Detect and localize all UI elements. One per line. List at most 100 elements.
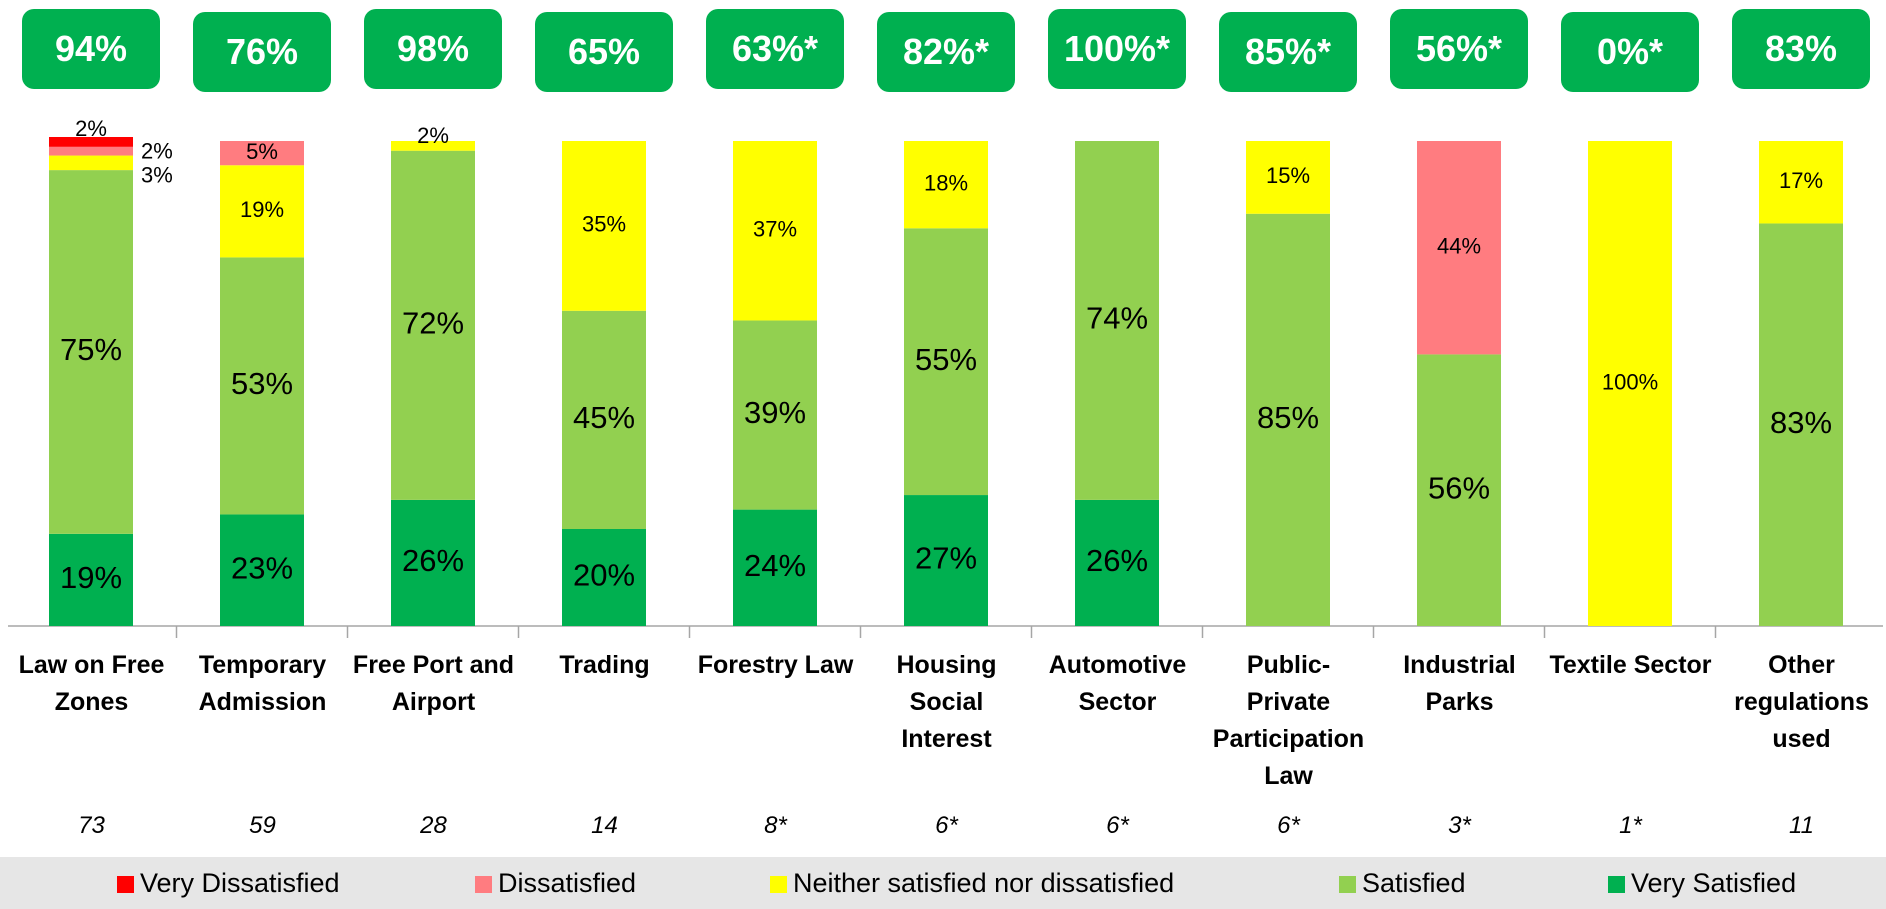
legend-label: Dissatisfied <box>498 868 637 898</box>
sample-size: 1* <box>1619 812 1642 839</box>
bar-segment <box>220 141 304 166</box>
x-tick-label: Industrial Parks <box>1403 651 1516 716</box>
legend-swatch <box>770 876 787 893</box>
value-label: 72% <box>402 305 464 340</box>
x-tick-label: Law on Free Zones <box>18 651 165 716</box>
value-label: 19% <box>240 197 284 222</box>
badge: 63%* <box>706 9 844 89</box>
value-label: 83% <box>1770 405 1832 440</box>
value-label: 2% <box>417 123 449 148</box>
value-label: 23% <box>231 550 293 585</box>
value-label: 27% <box>915 541 977 576</box>
value-label: 56% <box>1428 470 1490 505</box>
bar-segment <box>904 495 988 626</box>
sample-size: 6* <box>1106 812 1129 839</box>
bar-segment <box>1075 141 1159 500</box>
bar-segment <box>562 141 646 311</box>
value-label: 19% <box>60 560 122 595</box>
x-tick-label: Free Port and Airport <box>352 651 515 716</box>
badge: 100%* <box>1048 9 1186 89</box>
bar-segment <box>733 509 817 626</box>
bar-segment <box>1759 141 1843 224</box>
badge: 98% <box>364 9 502 89</box>
value-label: 45% <box>573 400 635 435</box>
legend-label: Satisfied <box>1362 868 1466 898</box>
x-tick-label: Automotive Sector <box>1048 651 1187 716</box>
sample-size: 3* <box>1448 812 1471 839</box>
sample-size: 6* <box>1277 812 1300 839</box>
badge: 83% <box>1732 9 1870 89</box>
legend-item: Very Satisfied <box>1608 857 1796 909</box>
badge: 56%* <box>1390 9 1528 89</box>
bar-segment <box>391 150 475 500</box>
x-tick-label: Trading <box>559 651 650 679</box>
x-tick-label: Other regulations used <box>1734 651 1869 753</box>
x-tick-label: Textile Sector <box>1549 651 1712 679</box>
legend-label: Very Dissatisfied <box>140 868 340 898</box>
x-tick-label: Temporary Admission <box>198 651 327 716</box>
value-label: 17% <box>1779 168 1823 193</box>
badge: 94% <box>22 9 160 89</box>
bar-segment <box>1246 141 1330 214</box>
bar-segment <box>1417 141 1501 355</box>
sample-size: 8* <box>764 812 787 839</box>
legend-item: Neither satisfied nor dissatisfied <box>770 857 1174 909</box>
value-label: 24% <box>744 548 806 583</box>
sample-size: 14 <box>591 812 618 839</box>
legend: Very Dissatisfied Dissatisfied Neither sat… <box>0 857 1886 909</box>
legend-swatch <box>1608 876 1625 893</box>
value-label: 75% <box>60 332 122 367</box>
value-label: 39% <box>744 395 806 430</box>
value-label: 44% <box>1437 234 1481 259</box>
value-label: 53% <box>231 366 293 401</box>
sample-size: 6* <box>935 812 958 839</box>
bar-segment <box>1246 213 1330 626</box>
value-label: 26% <box>402 543 464 578</box>
bar-segment <box>49 155 133 171</box>
value-label: 2% <box>141 139 173 164</box>
bar-segment <box>220 257 304 515</box>
sample-size: 73 <box>78 812 105 839</box>
badge: 76% <box>193 12 331 92</box>
badge: 0%* <box>1561 12 1699 92</box>
bar-segment <box>904 141 988 229</box>
legend-item: Very Dissatisfied <box>117 857 340 909</box>
legend-swatch <box>117 876 134 893</box>
bar-segment <box>391 499 475 626</box>
badge: 85%* <box>1219 12 1357 92</box>
bar-segment <box>220 514 304 626</box>
value-label: 85% <box>1257 400 1319 435</box>
value-label: 55% <box>915 342 977 377</box>
badge: 65% <box>535 12 673 92</box>
legend-label: Very Satisfied <box>1631 868 1797 898</box>
bar-segment <box>562 310 646 529</box>
bar-segment <box>391 141 475 151</box>
value-label: 5% <box>246 139 278 164</box>
value-label: 35% <box>582 212 626 237</box>
bar-segment <box>904 228 988 496</box>
value-label: 15% <box>1266 163 1310 188</box>
x-tick-label: Forestry Law <box>697 651 854 679</box>
legend-swatch <box>1339 876 1356 893</box>
sample-size: 28 <box>420 812 447 839</box>
legend-swatch <box>475 876 492 893</box>
bar-segment <box>49 533 133 626</box>
sample-size: 59 <box>249 812 276 839</box>
bar-segment <box>733 320 817 510</box>
value-label: 100% <box>1602 369 1658 394</box>
legend-label: Neither satisfied nor dissatisfied <box>793 868 1175 898</box>
value-label: 20% <box>573 558 635 593</box>
bar-segment <box>49 137 133 147</box>
x-tick-label: Housing Social Interest <box>896 651 997 753</box>
bar-segment <box>49 170 133 534</box>
bar-segment <box>1075 499 1159 626</box>
bar-segment <box>49 145 133 156</box>
legend-item: Satisfied <box>1339 857 1466 909</box>
value-label: 74% <box>1086 301 1148 336</box>
value-label: 3% <box>141 163 173 188</box>
bar-segment <box>562 529 646 626</box>
bar-segment <box>1417 354 1501 626</box>
badge: 82%* <box>877 12 1015 92</box>
